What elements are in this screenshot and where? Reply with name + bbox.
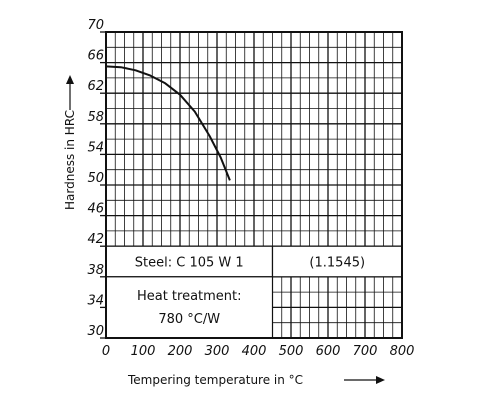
annotation-boxes: Steel: C 105 W 1 (1.1545) Heat treatment… <box>105 245 403 339</box>
x-tick-label: 800 <box>390 344 415 359</box>
x-tick-label: 500 <box>279 344 304 359</box>
hardness-curve <box>105 65 231 181</box>
heat-treatment-box <box>105 276 274 339</box>
y-tick-label: 30 <box>87 324 104 339</box>
y-tick-label: 70 <box>87 18 104 33</box>
x-tick-labels: 0 100 200 300 400 500 600 700 800 <box>102 344 415 359</box>
plot-frame <box>105 31 403 339</box>
y-tick-label: 66 <box>87 49 104 64</box>
y-tick-label: 42 <box>87 232 104 247</box>
y-tick-label: 54 <box>87 140 104 155</box>
x-axis-label: Tempering temperature in °C <box>127 373 303 387</box>
y-tick-label: 46 <box>87 202 104 217</box>
heat-treatment-value: 780 °C/W <box>158 312 220 327</box>
x-axis-arrow <box>344 376 385 384</box>
heat-treatment-label: Heat treatment: <box>137 289 242 304</box>
x-tick-label: 600 <box>316 344 341 359</box>
y-axis-arrow <box>66 75 74 110</box>
material-number-box <box>271 245 403 278</box>
steel-label: Steel: C 105 W 1 <box>135 256 244 271</box>
x-tick-label: 100 <box>131 344 156 359</box>
y-tick-label: 38 <box>87 263 104 278</box>
x-tick-label: 400 <box>242 344 267 359</box>
series-layer <box>105 65 231 181</box>
x-tick-label: 200 <box>168 344 193 359</box>
x-tick-label: 0 <box>102 344 110 359</box>
y-tick-label: 62 <box>87 79 104 94</box>
y-tick-label: 34 <box>87 293 104 308</box>
material-number-label: (1.1545) <box>309 256 365 271</box>
y-axis-label: Hardness in HRC <box>63 110 77 210</box>
x-arrow-head <box>376 376 385 384</box>
y-tick-label: 50 <box>87 171 104 186</box>
y-arrow-head <box>66 75 74 84</box>
x-tick-label: 300 <box>205 344 230 359</box>
x-tick-label: 700 <box>353 344 378 359</box>
y-tick-labels: 30 34 38 42 46 50 54 58 62 66 70 <box>87 18 104 339</box>
y-tick-label: 58 <box>87 110 104 125</box>
